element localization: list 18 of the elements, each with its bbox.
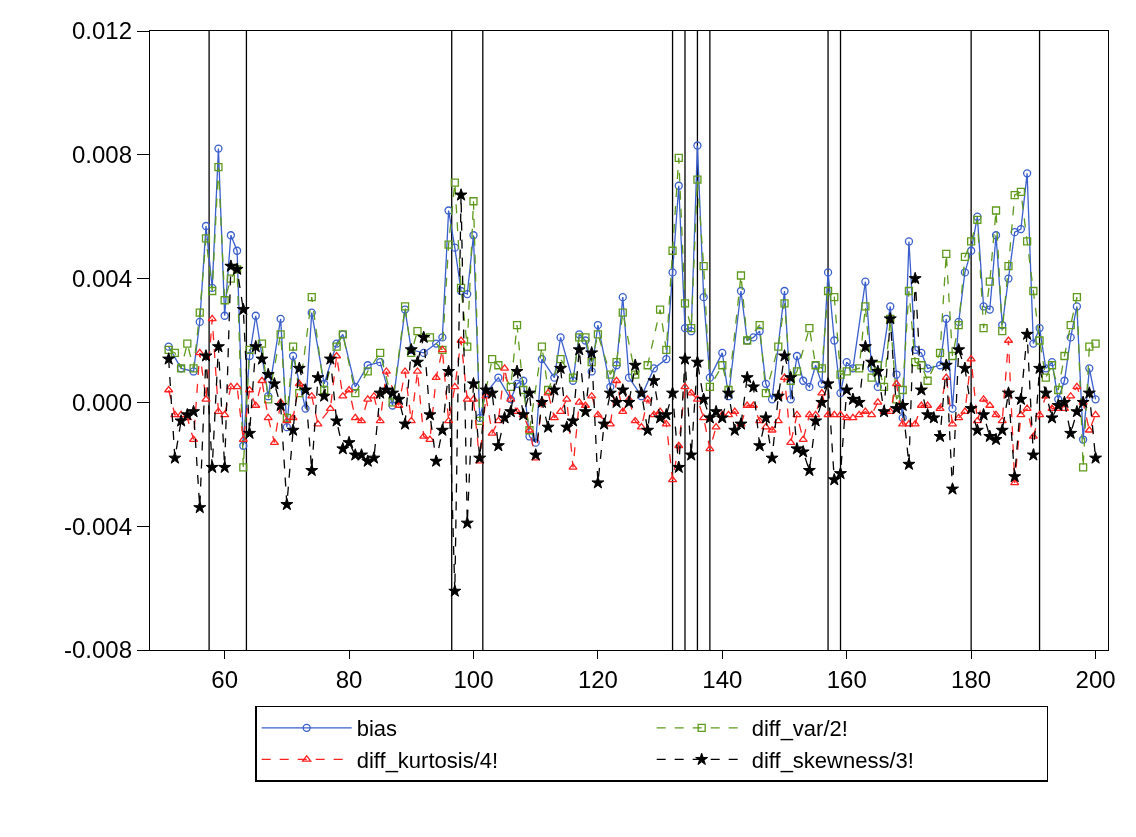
y-tick-label: 0.012 bbox=[71, 17, 133, 45]
y-tick-label: 0.004 bbox=[71, 265, 133, 292]
x-tick-label: 80 bbox=[335, 665, 363, 693]
y-tick-label: -0.004 bbox=[63, 512, 133, 540]
x-tick-label: 160 bbox=[826, 665, 867, 693]
x-tick-label: 100 bbox=[453, 665, 494, 693]
x-tick-label: 140 bbox=[702, 665, 743, 693]
y-tick-label: 0.008 bbox=[71, 141, 133, 169]
y-tick-label: 0.000 bbox=[71, 388, 133, 416]
legend-label: diff_kurtosis/4! bbox=[356, 747, 499, 773]
y-tick-label: -0.008 bbox=[63, 636, 133, 664]
x-tick-label: 60 bbox=[211, 665, 238, 693]
legend-label: diff_skewness/3! bbox=[751, 747, 914, 773]
legend-label: bias bbox=[356, 716, 398, 742]
x-tick-label: 180 bbox=[951, 665, 992, 693]
legend-label: diff_var/2! bbox=[751, 716, 848, 742]
x-tick-label: 120 bbox=[577, 665, 618, 693]
x-tick-label: 200 bbox=[1075, 665, 1116, 693]
